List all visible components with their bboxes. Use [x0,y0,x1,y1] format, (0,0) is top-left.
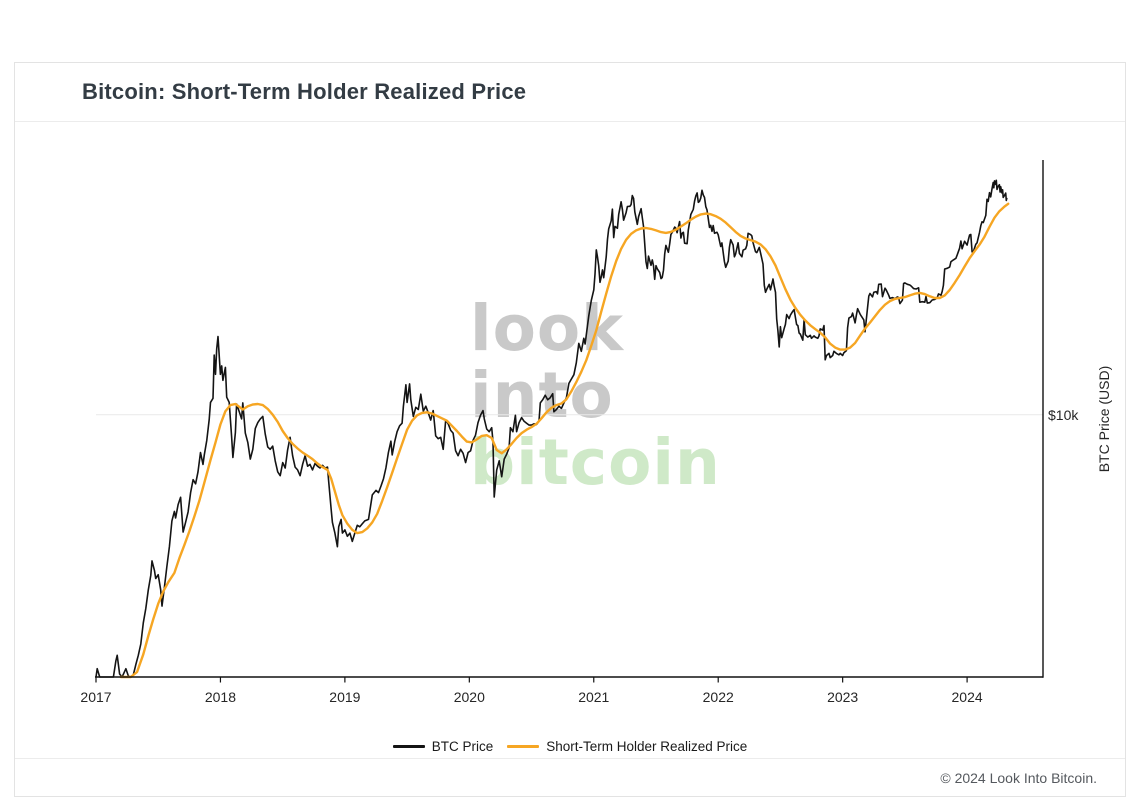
legend-label-sth: Short-Term Holder Realized Price [546,739,748,754]
x-tick-label: 2018 [204,689,237,705]
legend-swatch-btc-icon [392,745,425,748]
y-axis-title: BTC Price (USD) [1096,365,1112,473]
x-tick-label: 2021 [578,689,610,705]
x-axis-ticks [95,677,968,683]
price-chart[interactable] [15,123,1125,758]
watermark-line-3: bitcoin [470,426,721,499]
page-title: Bitcoin: Short-Term Holder Realized Pric… [82,79,527,104]
chart-panel: look into bitcoin 2017 2018 2019 2020 2021 20… [15,123,1125,758]
x-axis-labels: 2017 2018 2019 2020 2021 2022 2023 2024 [15,683,1125,707]
x-tick-label: 2017 [80,689,112,705]
x-tick-label: 2023 [827,689,859,705]
x-tick-label: 2019 [329,689,361,705]
legend-label-btc: BTC Price [431,739,494,754]
legend: BTC Price Short-Term Holder Realized Pri… [15,739,1125,754]
y-tick-10k: $10k [1048,406,1079,423]
copyright-text: © 2024 Look Into Bitcoin. [940,769,1097,786]
btc-price-line [95,179,1008,678]
card-footer: © 2024 Look Into Bitcoin. [15,758,1125,796]
watermark: look into bitcoin [470,295,721,496]
x-tick-label: 2024 [951,689,983,705]
legend-swatch-sth-icon [507,745,540,748]
chart-header: Bitcoin: Short-Term Holder Realized Pric… [15,63,1125,122]
legend-item-btc[interactable]: BTC Price [392,739,494,754]
x-tick-label: 2022 [702,689,734,705]
legend-item-sth[interactable]: Short-Term Holder Realized Price [507,739,747,754]
sth-realized-price-line [119,202,1010,679]
x-tick-label: 2020 [453,689,485,705]
chart-card: Bitcoin: Short-Term Holder Realized Pric… [14,62,1126,797]
